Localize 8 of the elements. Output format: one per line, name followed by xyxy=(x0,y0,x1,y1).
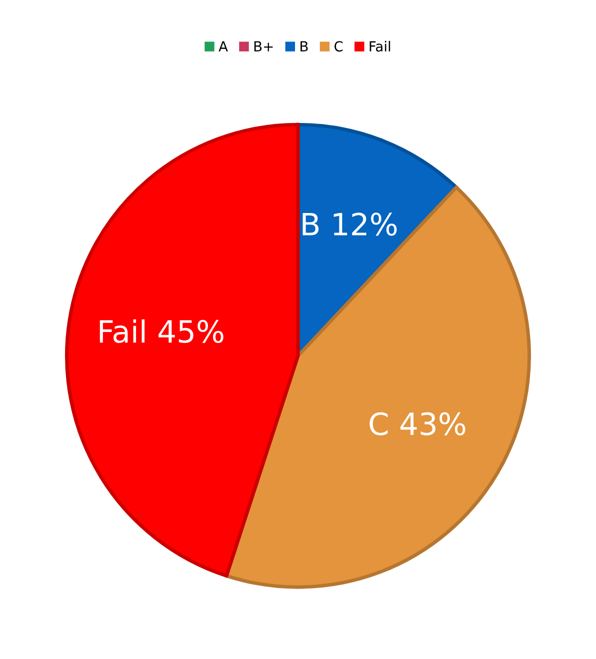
legend-label: A xyxy=(218,41,228,52)
legend-label: C xyxy=(334,41,343,52)
data-label: B 12% xyxy=(302,212,397,236)
data-label: C 43% xyxy=(370,412,466,436)
legend-label: Fail xyxy=(370,40,390,52)
legend-label: B xyxy=(300,41,308,52)
legend-label: B+ xyxy=(254,41,273,52)
data-label: Fail 45% xyxy=(100,319,224,344)
